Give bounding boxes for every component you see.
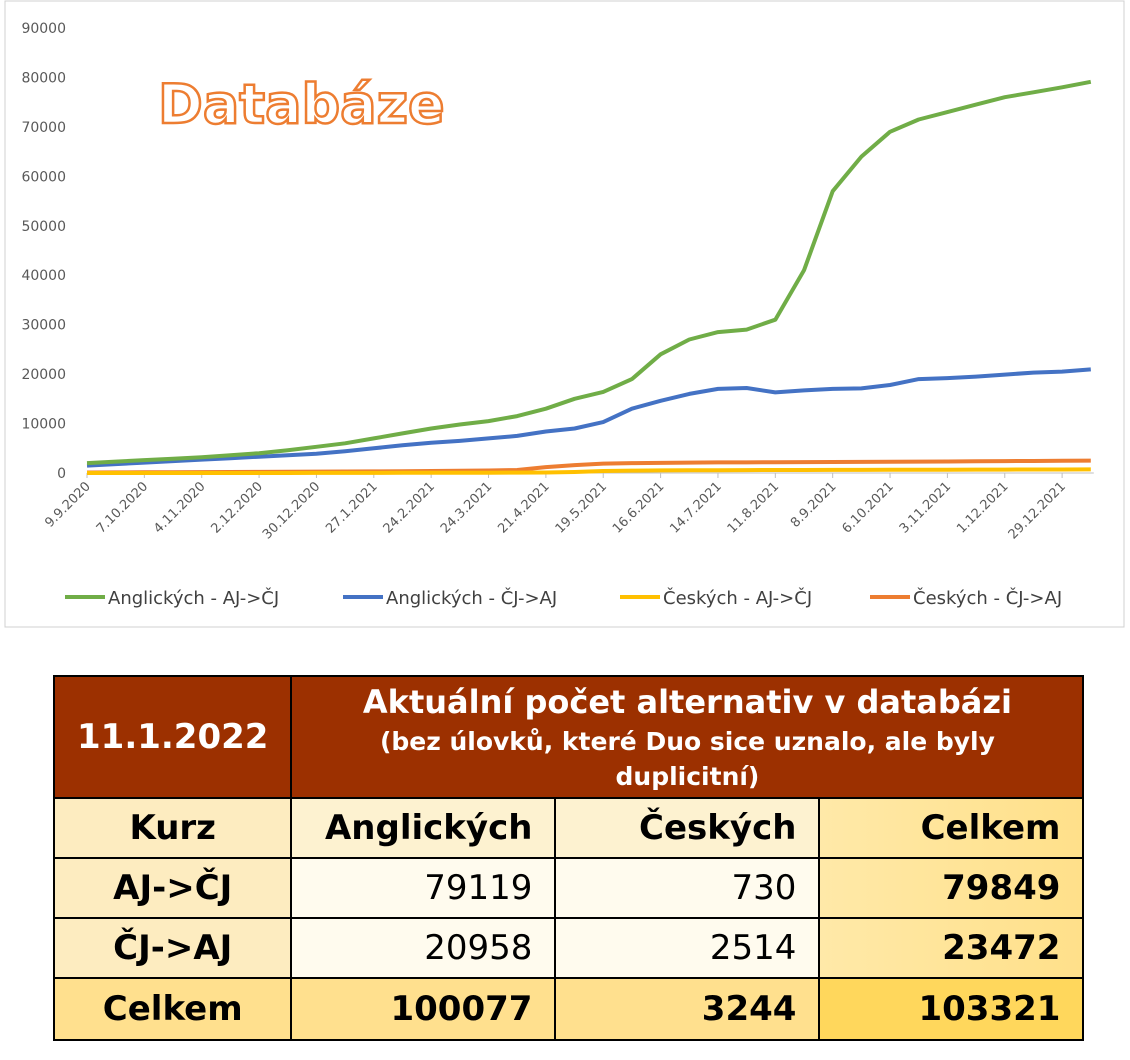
chart: Databáze 0 10000 20000 30000 40000 50000 60000… [4,0,1125,628]
y-tick-label: 40000 [21,268,66,284]
y-tick-label: 0 [57,466,66,482]
row-label: ČJ->AJ [52,917,293,979]
y-tick-label: 10000 [21,417,66,433]
y-tick-label: 30000 [21,318,66,334]
legend-label: Anglických - ČJ->AJ [386,587,557,609]
y-tick-label: 50000 [21,219,66,235]
header-cell: Anglických [290,797,557,859]
table-title: Aktuální počet alternativ v databázi [362,682,1012,721]
cell: 20958 [290,917,557,979]
cell: 730 [554,857,821,919]
total-cell: 3244 [554,977,821,1041]
y-tick-label: 80000 [21,70,66,86]
header-cell: Kurz [52,797,293,859]
cell: 2514 [554,917,821,979]
y-tick-label: 20000 [21,367,66,383]
row-label: Celkem [52,977,293,1041]
y-tick-label: 60000 [21,169,66,185]
series-line [87,467,1091,475]
series-line [86,367,1091,468]
total-cell: 79849 [818,857,1085,919]
chart-frame [4,0,1125,628]
legend-label: Anglických - AJ->ČJ [108,587,279,609]
cell: 79119 [290,857,557,919]
legend-label: Českých - ČJ->AJ [913,587,1062,609]
series-line [86,79,1092,466]
summary-table: 11.1.2022 Aktuální počet alternativ v da… [52,675,1085,1041]
chart-title: Databáze [158,73,445,136]
y-tick-label: 70000 [21,120,66,136]
header-cell: Celkem [818,797,1085,859]
table-heading: Aktuální počet alternativ v databázi (be… [290,675,1085,799]
table-subtitle: (bez úlovků, které Duo sice uznalo, ale … [379,727,995,792]
total-cell: 100077 [290,977,557,1041]
legend-label: Českých - AJ->ČJ [663,587,812,609]
total-cell: 23472 [818,917,1085,979]
row-label: AJ->ČJ [52,857,293,919]
total-cell: 103321 [818,977,1085,1041]
header-cell: Českých [554,797,821,859]
y-tick-label: 90000 [21,21,66,37]
table-date: 11.1.2022 [52,675,293,799]
